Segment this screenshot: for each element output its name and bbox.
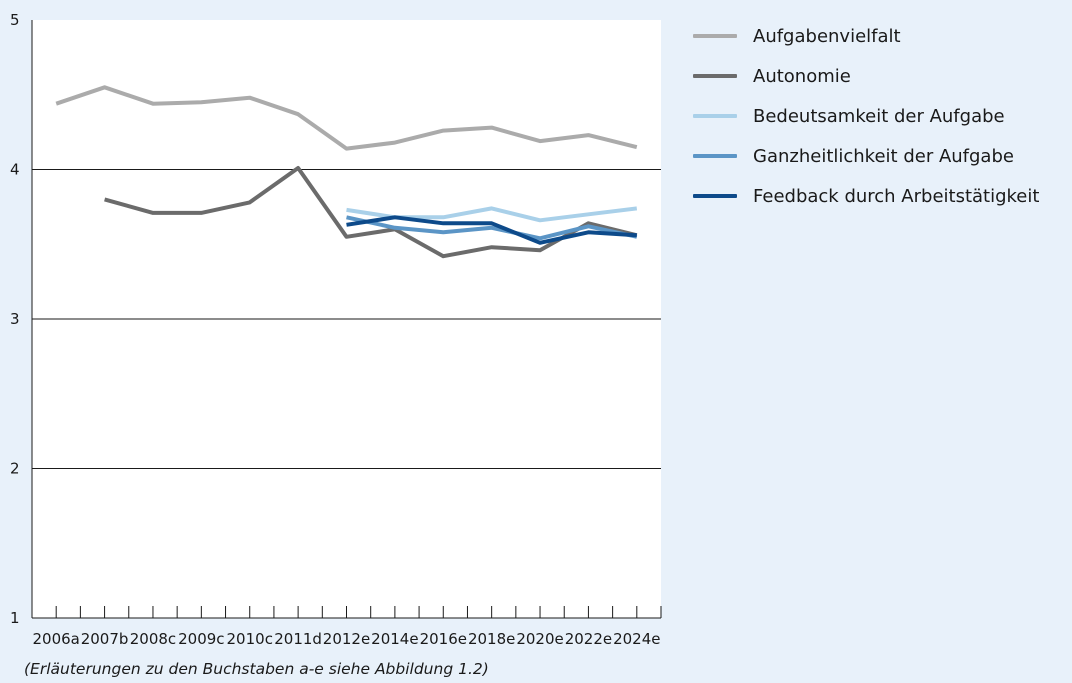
series-line-ganzheitlichkeit-der-aufgabe <box>346 215 638 241</box>
x-tick-label: 2012e <box>323 630 370 648</box>
x-tick-label: 2010c <box>227 630 273 648</box>
footnote: (Erläuterungen zu den Buchstaben a-e sie… <box>24 660 489 678</box>
legend-swatch <box>693 154 737 158</box>
x-tick-label: 2018e <box>468 630 515 648</box>
legend-label: Feedback durch Arbeitstätigkeit <box>753 185 1040 207</box>
x-tick-label: 2006a <box>33 630 80 648</box>
legend-swatch <box>693 194 737 198</box>
legend-label: Aufgabenvielfalt <box>753 25 901 47</box>
y-tick-label: 3 <box>10 310 20 328</box>
legend-swatch <box>693 74 737 78</box>
x-tick-label: 2007b <box>81 630 129 648</box>
x-tick-label: 2008c <box>130 630 176 648</box>
legend-swatch <box>693 34 737 38</box>
x-tick-label: 2016e <box>420 630 467 648</box>
series-line-feedback-durch-arbeitst-tigkeit <box>346 215 637 245</box>
legend-swatch <box>693 114 737 118</box>
x-tick-label: 2022e <box>565 630 612 648</box>
x-tick-label: 2024e <box>613 630 660 648</box>
x-tick-label: 2011d <box>274 630 322 648</box>
x-tick-label: 2009c <box>178 630 224 648</box>
x-tick-label: 2020e <box>516 630 563 648</box>
y-tick-label: 2 <box>10 460 20 478</box>
legend-item: Bedeutsamkeit der Aufgabe <box>693 96 1039 136</box>
line-chart: 1 2 3 4 5 2006a 2007b 2008c 2009c 2010c 2011d 2012e… <box>10 11 662 648</box>
legend-label: Ganzheitlichkeit der Aufgabe <box>753 145 1014 167</box>
series-line-autonomie <box>104 166 638 259</box>
y-tick-label: 4 <box>10 161 20 179</box>
y-tick-label: 5 <box>10 11 20 29</box>
legend-item: Autonomie <box>693 56 1039 96</box>
legend-label: Autonomie <box>753 65 851 87</box>
legend-item: Aufgabenvielfalt <box>693 16 1039 56</box>
x-tick-label: 2014e <box>371 630 418 648</box>
legend-label: Bedeutsamkeit der Aufgabe <box>753 105 1005 127</box>
y-tick-label: 1 <box>10 609 20 627</box>
legend: Aufgabenvielfalt Autonomie Bedeutsamkeit d… <box>693 16 1039 216</box>
legend-item: Ganzheitlichkeit der Aufgabe <box>693 136 1039 176</box>
series-line-aufgabenvielfalt <box>55 85 638 151</box>
legend-item: Feedback durch Arbeitstätigkeit <box>693 176 1039 216</box>
